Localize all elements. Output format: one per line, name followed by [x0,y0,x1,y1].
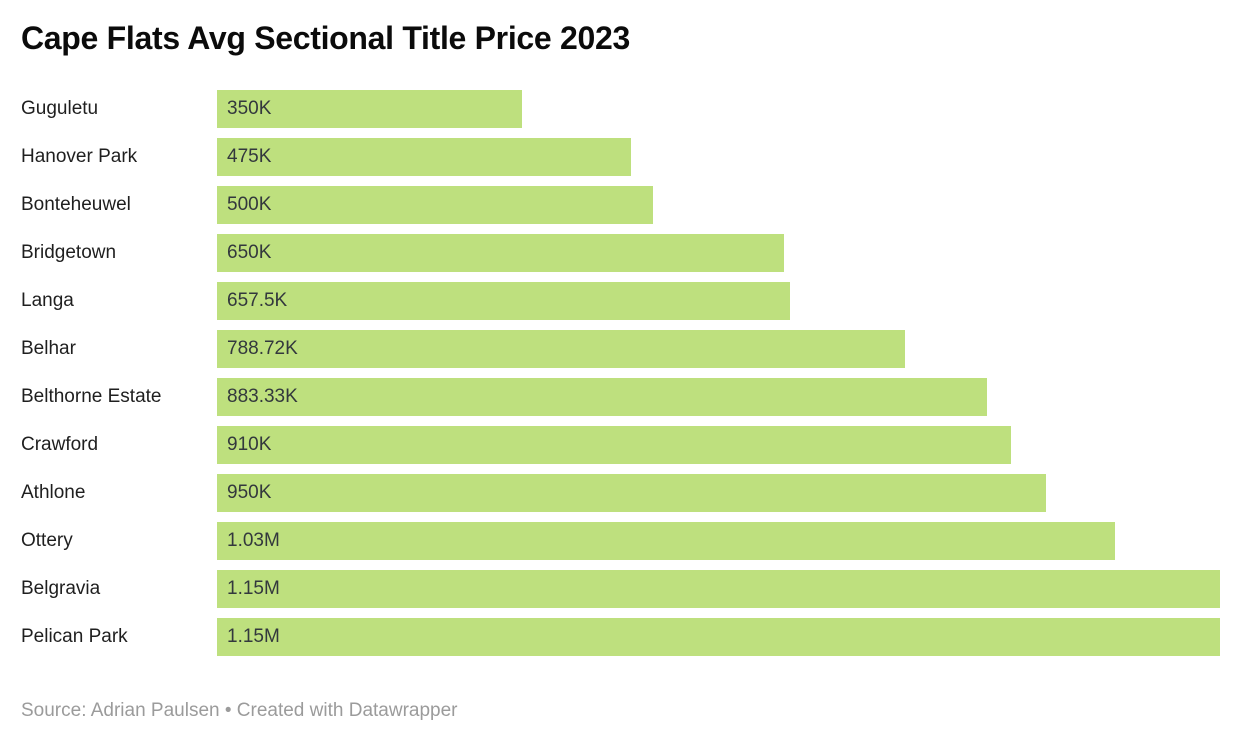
category-label: Belhar [21,338,76,359]
category-label: Pelican Park [21,626,128,647]
bar-row: Crawford 910K [0,426,1240,474]
bar-rows: Guguletu 350K Hanover Park 475K Bonteheu… [0,90,1240,666]
bar-row: Belgravia 1.15M [0,570,1240,618]
bar: 350K [217,90,522,128]
bar-row: Ottery 1.03M [0,522,1240,570]
category-label: Belgravia [21,578,101,599]
bar-row: Pelican Park 1.15M [0,618,1240,666]
category-label: Hanover Park [21,146,138,167]
value-label: 1.15M [227,578,280,599]
bar-row: Guguletu 350K [0,90,1240,138]
category-label: Guguletu [21,98,99,119]
category-label: Belthorne Estate [21,386,162,407]
bar: 788.72K [217,330,905,368]
bar-row: Bonteheuwel 500K [0,186,1240,234]
value-label: 1.03M [227,530,280,551]
value-label: 475K [227,146,272,167]
value-label: 1.15M [227,626,280,647]
value-label: 950K [227,482,272,503]
bar: 910K [217,426,1011,464]
category-label: Langa [21,290,74,311]
bar-row: Belthorne Estate 883.33K [0,378,1240,426]
bar: 657.5K [217,282,790,320]
category-label: Bridgetown [21,242,117,263]
value-label: 657.5K [227,290,288,311]
category-label: Crawford [21,434,99,455]
value-label: 788.72K [227,338,298,359]
value-label: 350K [227,98,272,119]
bar: 883.33K [217,378,987,416]
value-label: 883.33K [227,386,298,407]
value-label: 910K [227,434,272,455]
bar: 1.15M [217,618,1220,656]
bar-row: Athlone 950K [0,474,1240,522]
bar: 1.15M [217,570,1220,608]
category-label: Athlone [21,482,86,503]
value-label: 650K [227,242,272,263]
bar: 650K [217,234,784,272]
bar: 1.03M [217,522,1115,560]
bar: 475K [217,138,631,176]
bar: 950K [217,474,1046,512]
category-label: Ottery [21,530,73,551]
value-label: 500K [227,194,272,215]
source-attribution: Source: Adrian Paulsen • Created with Da… [21,700,458,721]
bar: 500K [217,186,653,224]
chart-title: Cape Flats Avg Sectional Title Price 202… [21,20,630,56]
category-label: Bonteheuwel [21,194,131,215]
bar-row: Langa 657.5K [0,282,1240,330]
bar-row: Bridgetown 650K [0,234,1240,282]
bar-row: Hanover Park 475K [0,138,1240,186]
bar-row: Belhar 788.72K [0,330,1240,378]
